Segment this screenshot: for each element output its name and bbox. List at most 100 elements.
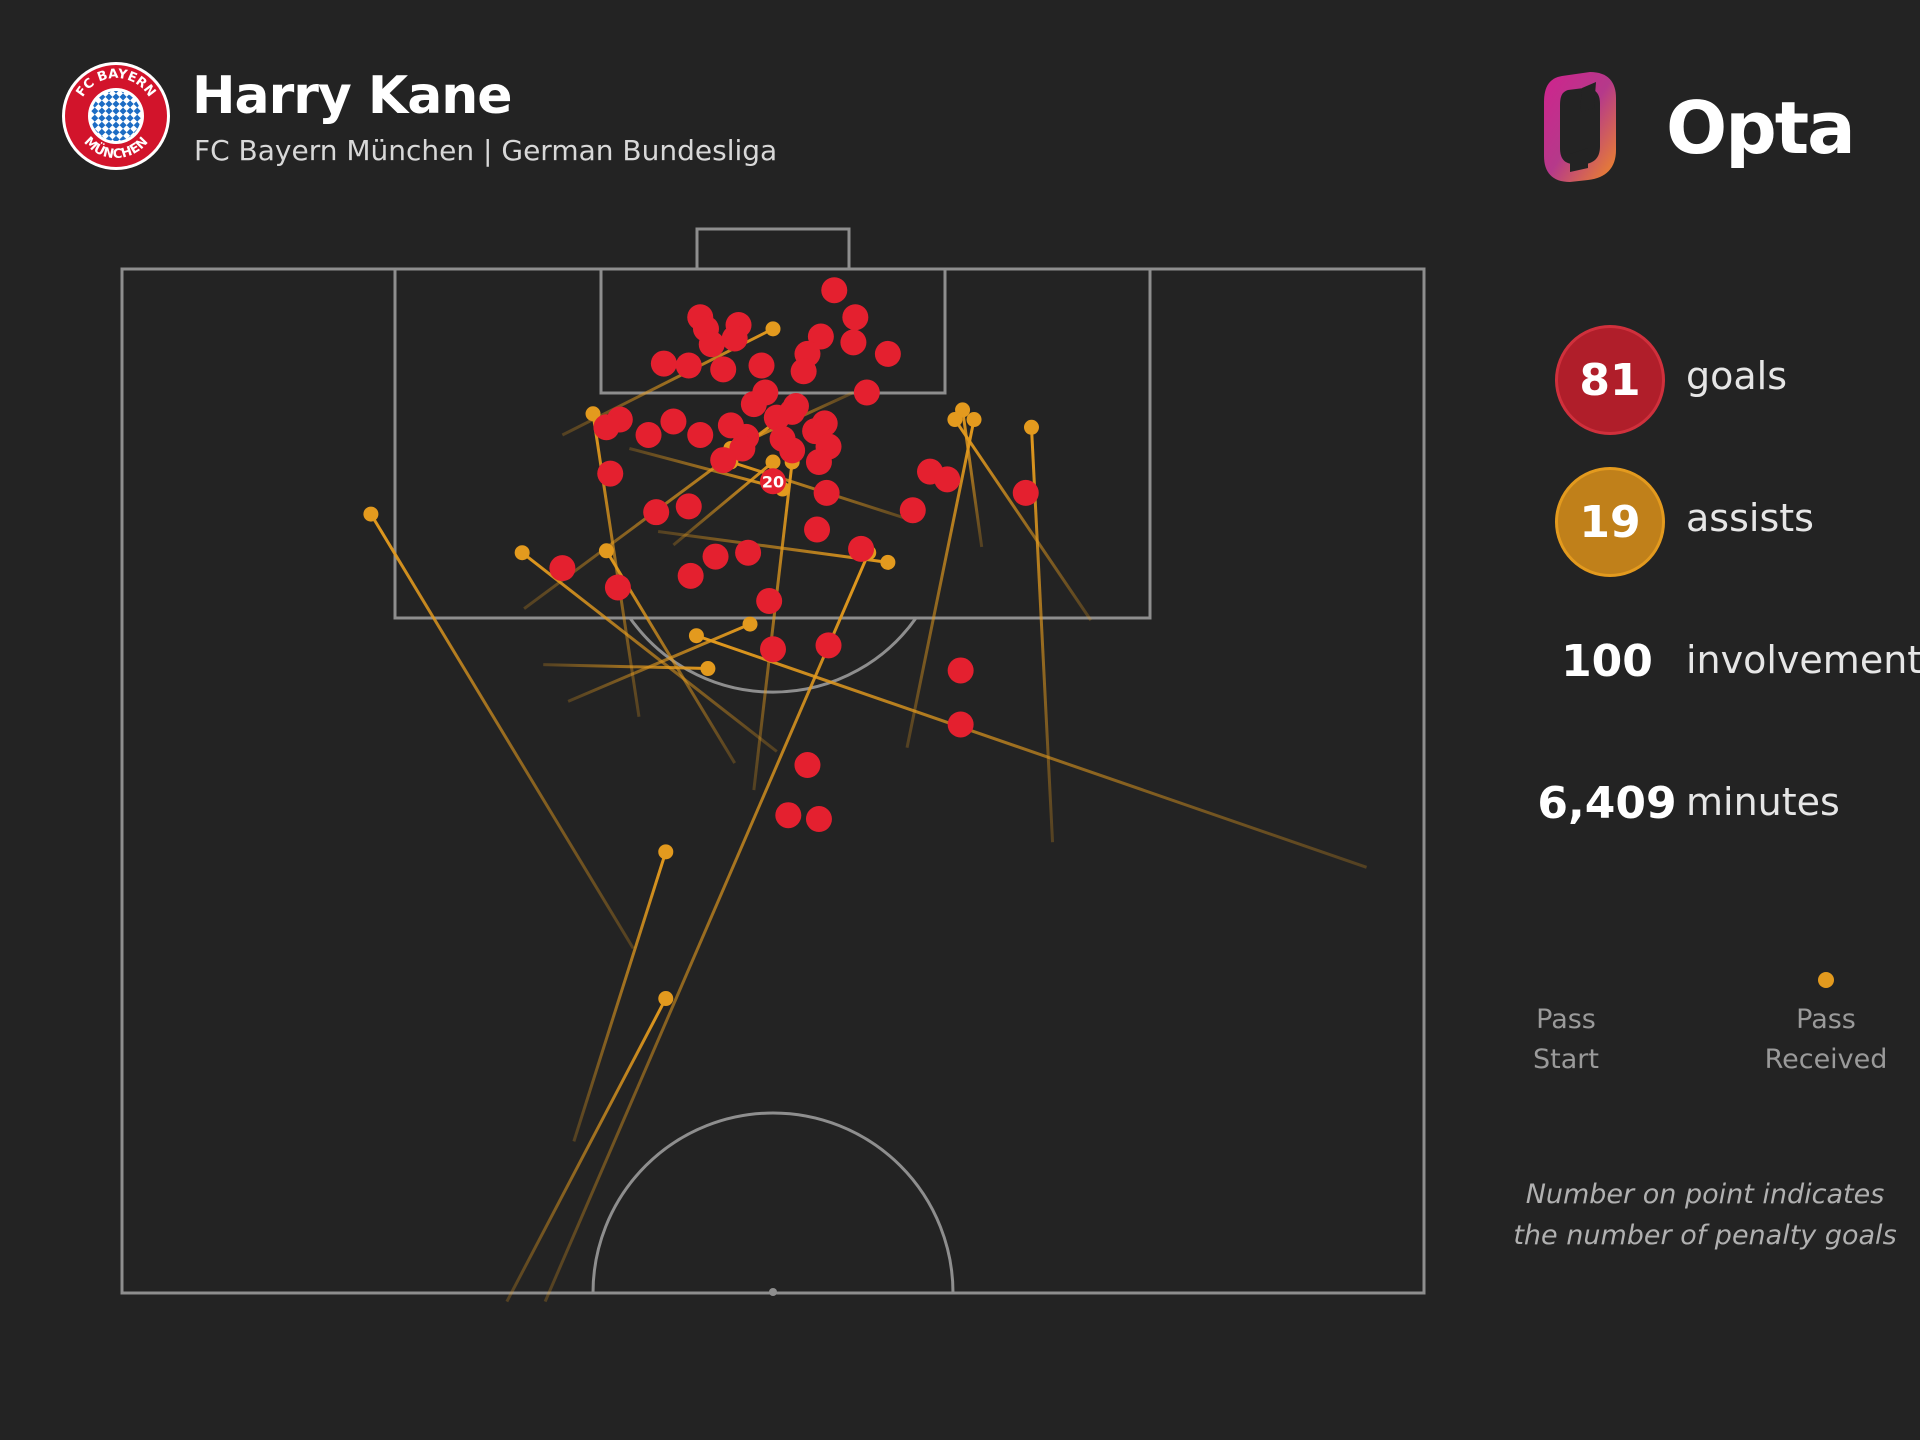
goal-shot-point	[794, 752, 821, 779]
goals-count-badge: 81	[1555, 325, 1665, 435]
player-name: Harry Kane	[192, 66, 513, 126]
assist-pass-line	[567, 622, 751, 703]
assist-pass-line	[961, 409, 984, 548]
penalty-arc	[628, 617, 918, 694]
goal-shot-point	[779, 398, 806, 425]
assist-pass-line	[543, 663, 708, 671]
assist-pass-line	[543, 552, 871, 1303]
pass-received-marker	[1818, 972, 1834, 988]
legend-pass-received: Pass Received	[1756, 1000, 1896, 1080]
goal-shot-point	[815, 632, 842, 659]
goal-shot-point	[840, 329, 867, 356]
goals-label: goals	[1686, 354, 1788, 398]
assist-receive-point	[1023, 419, 1039, 435]
goal-shot-point	[748, 352, 775, 379]
assist-pass-line	[672, 460, 774, 547]
goal-shot-point	[677, 562, 704, 589]
goal-shot-point	[643, 499, 670, 526]
assist-receive-point	[700, 661, 716, 677]
penalty-goal-count-label: 20	[762, 472, 784, 491]
centre-spot	[769, 1288, 777, 1296]
goal-shot-point	[710, 447, 737, 474]
legend-pass-received-line2: Received	[1764, 1044, 1888, 1075]
goal-shot-point	[947, 657, 974, 684]
goal-shot-point	[635, 421, 662, 448]
assist-receive-point	[585, 406, 601, 422]
goal-shot-point	[729, 435, 756, 462]
assist-pass-line	[572, 851, 668, 1142]
legend-pass-received-line1: Pass	[1796, 1004, 1856, 1035]
goal-shot-point	[853, 379, 880, 406]
goal-shot-point	[721, 325, 748, 352]
goal-shot-point	[660, 408, 687, 435]
involvements-value: 100	[1561, 636, 1653, 687]
assist-receive-point	[947, 412, 963, 428]
assists-label: assists	[1686, 496, 1814, 540]
assist-pass-line	[695, 634, 1368, 869]
penalty-note: Number on point indicates the number of …	[1500, 1174, 1910, 1256]
goal-shot-point	[805, 449, 832, 475]
opta-wordmark: Opta	[1666, 86, 1856, 170]
goal-frame	[695, 227, 851, 271]
goal-shot-point	[760, 636, 786, 663]
opta-logo: Opta	[1540, 68, 1856, 192]
goal-shot-point	[604, 574, 631, 601]
goal-shot-point	[735, 539, 762, 566]
goal-shot-point	[710, 356, 737, 383]
goals-value: 81	[1579, 354, 1641, 406]
goal-shot-point	[597, 460, 624, 487]
assist-receive-point	[765, 454, 781, 470]
goal-shot-point	[821, 277, 848, 304]
assists-value: 19	[1579, 496, 1641, 548]
assist-pass-line	[369, 513, 635, 950]
pass-legend-line	[1566, 972, 1834, 988]
goal-shot-point	[650, 350, 677, 377]
goal-shot-point	[775, 802, 802, 829]
legend-pass-start-line2: Start	[1533, 1044, 1599, 1075]
goal-shot-point	[947, 711, 974, 738]
club-league-subtitle: FC Bayern München | German Bundesliga	[194, 134, 778, 167]
minutes-value: 6,409	[1537, 778, 1677, 829]
goal-shot-point	[1012, 479, 1039, 506]
goal-shot-point	[804, 516, 831, 543]
goal-shot-point	[752, 379, 779, 406]
goal-shot-point	[805, 806, 832, 833]
goal-shot-point	[779, 437, 806, 464]
goal-shot-point	[687, 421, 714, 448]
assist-receive-point	[658, 844, 674, 860]
goal-shot-point	[813, 479, 840, 506]
goal-shot-point	[675, 352, 702, 379]
assist-pass-line	[657, 529, 889, 564]
goal-shot-point	[934, 466, 961, 493]
penalty-note-line1: Number on point indicates	[1525, 1179, 1885, 1210]
assist-receive-point	[688, 628, 704, 644]
goal-shot-point	[698, 331, 725, 358]
goal-shot-point	[702, 543, 729, 570]
goal-shot-point	[790, 358, 817, 385]
minutes-label: minutes	[1686, 780, 1840, 824]
penalty-goal-point	[760, 468, 786, 495]
goal-shot-point	[549, 555, 576, 582]
goal-shot-point	[842, 304, 869, 331]
involvements-label: involvements	[1686, 638, 1920, 682]
assists-count-badge: 19	[1555, 467, 1665, 577]
assist-pass-line	[521, 551, 778, 753]
goal-shot-point	[675, 493, 702, 520]
assist-receive-point	[598, 543, 614, 559]
assist-pass-line	[629, 447, 783, 491]
goal-shot-point	[899, 497, 926, 524]
assist-pass-line	[505, 997, 668, 1303]
assist-receive-point	[742, 616, 758, 632]
goal-shot-point	[593, 414, 620, 441]
assist-pass-line	[752, 461, 794, 791]
goal-shot-point	[848, 535, 875, 562]
legend-pass-start: Pass Start	[1496, 1000, 1636, 1080]
assist-receive-point	[363, 506, 379, 522]
goal-shot-point	[874, 340, 901, 367]
assist-receive-point	[765, 321, 781, 337]
assist-receive-point	[966, 412, 982, 428]
penalty-note-line2: the number of penalty goals	[1513, 1220, 1897, 1251]
club-crest-logo: FC BAYERN MÜNCHEN	[60, 60, 172, 172]
assist-receive-point	[658, 991, 674, 1007]
